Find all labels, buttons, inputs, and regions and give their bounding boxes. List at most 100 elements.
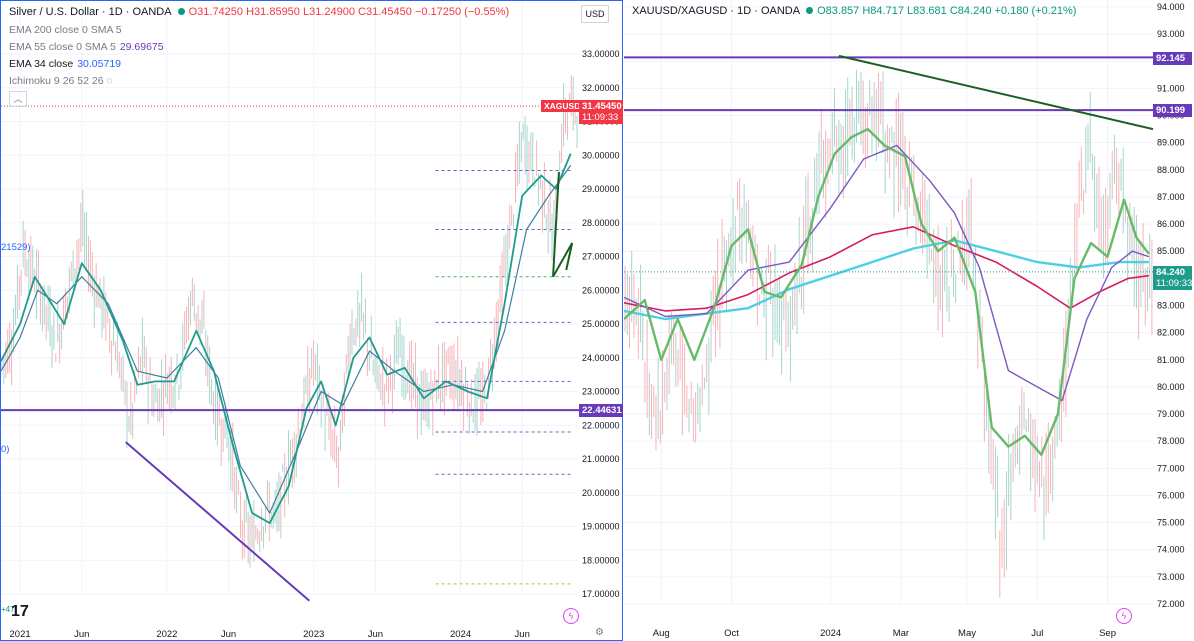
y-tick-label: 77.000 xyxy=(1157,463,1185,473)
y-tick-label: 26.00000 xyxy=(582,285,620,295)
y-tick-label: 85.000 xyxy=(1157,246,1185,256)
indicator-label: Ichimoku 9 26 52 26 xyxy=(9,75,104,87)
symbol-badge: XAGUSD xyxy=(541,100,584,112)
sma-mid-line xyxy=(624,144,1150,402)
y-tick-label: 29.00000 xyxy=(582,184,620,194)
x-tick-label: Jun xyxy=(515,629,530,640)
lightning-icon[interactable]: ϟ xyxy=(563,608,579,624)
y-tick-label: 23.00000 xyxy=(582,387,620,397)
y-tick-label: 86.000 xyxy=(1157,219,1185,229)
trendline xyxy=(125,441,310,602)
y-tick-label: 75.000 xyxy=(1157,518,1185,528)
x-tick-label: Jun xyxy=(221,629,236,640)
indicator-ema34[interactable]: EMA 34 close 30.05719 xyxy=(9,58,121,70)
y-tick-label: 28.00000 xyxy=(582,218,620,228)
y-tick-label: 32.00000 xyxy=(582,83,620,93)
ratio-last-price-badge: 84.240 11:09:33 xyxy=(1153,266,1192,290)
ratio-symbol[interactable]: XAUUSD/XAGUSD · 1D · OANDA xyxy=(632,5,801,17)
countdown-timer: 11:09:33 xyxy=(582,112,619,123)
eye-off-icon[interactable]: ◌ xyxy=(106,75,113,87)
lightning-icon[interactable]: ϟ xyxy=(1116,608,1132,624)
y-tick-label: 19.00000 xyxy=(582,522,620,532)
x-tick-label: 2021 xyxy=(10,629,31,640)
sma-fast-line xyxy=(624,127,1150,456)
y-tick-label: 83.000 xyxy=(1157,301,1185,311)
x-tick-label: Oct xyxy=(724,628,739,639)
x-tick-label: 2022 xyxy=(156,629,177,640)
x-tick-label: May xyxy=(958,628,976,639)
level-badge-upper: 92.145 xyxy=(1153,52,1192,65)
currency-unit-button[interactable]: USD xyxy=(581,5,609,23)
y-tick-label: 72.000 xyxy=(1157,599,1185,609)
tradingview-logo: 17 xyxy=(11,603,29,620)
y-tick-label: 89.000 xyxy=(1157,138,1185,148)
collapse-legend-button[interactable]: ︿ xyxy=(9,91,27,107)
indicator-label: EMA 34 close xyxy=(9,58,74,70)
x-tick-label: 2023 xyxy=(303,629,324,640)
y-tick-label: 22.00000 xyxy=(582,420,620,430)
y-tick-label: 80.000 xyxy=(1157,382,1185,392)
y-tick-label: 81.000 xyxy=(1157,355,1185,365)
y-tick-label: 20.00000 xyxy=(582,488,620,498)
trendline xyxy=(552,242,573,278)
market-status-icon xyxy=(177,8,185,15)
settings-icon[interactable]: ⚙ xyxy=(595,627,604,638)
sma-slow-red-line xyxy=(624,226,1150,312)
trendline xyxy=(565,242,574,271)
y-tick-label: 24.00000 xyxy=(582,353,620,363)
y-tick-label: 88.000 xyxy=(1157,165,1185,175)
trendline xyxy=(552,172,560,277)
ratio-high: H84.717 xyxy=(862,5,904,17)
x-tick-label: Jul xyxy=(1031,628,1043,639)
y-tick-label: 27.00000 xyxy=(582,252,620,262)
x-tick-label: Aug xyxy=(653,628,670,639)
y-tick-label: 79.000 xyxy=(1157,409,1185,419)
ratio-chart-header: XAUUSD/XAGUSD · 1D · OANDA O83.857 H84.71… xyxy=(632,5,1076,17)
ratio-last-price-value: 84.240 xyxy=(1156,267,1186,278)
indicator-label: EMA 55 close 0 SMA 5 xyxy=(9,41,116,53)
ratio-open: O83.857 xyxy=(817,5,860,17)
y-tick-label: 76.000 xyxy=(1157,490,1185,500)
indicator-ema200[interactable]: EMA 200 close 0 SMA 5 xyxy=(9,24,122,36)
chevron-up-icon: ︿ xyxy=(13,94,23,104)
ratio-close: C84.240 xyxy=(949,5,992,17)
x-tick-label: 2024 xyxy=(820,628,841,639)
silver-change: −0.17250 (−0.55%) xyxy=(414,6,510,18)
gold-silver-ratio-chart[interactable]: 72.000 73.000 74.000 75.000 76.000 77.000 78.0… xyxy=(624,0,1194,641)
ratio-change: +0.180 (+0.21%) xyxy=(994,5,1077,17)
y-tick-label: 78.000 xyxy=(1157,436,1185,446)
y-tick-label: 30.00000 xyxy=(582,150,620,160)
silver-chart[interactable]: 17.00000 18.00000 19.00000 20.00000 21.00000… xyxy=(1,1,622,640)
trendline xyxy=(838,54,1154,131)
silver-chart-header: Silver / U.S. Dollar · 1D · OANDA O31.742… xyxy=(9,6,509,18)
x-tick-label: Jun xyxy=(368,629,383,640)
silver-low: L31.24900 xyxy=(302,6,355,18)
horizontal-level-badge: 22.44631 xyxy=(579,404,623,417)
x-tick-label: Jun xyxy=(74,629,89,640)
y-tick-label: 33.00000 xyxy=(582,49,620,59)
y-tick-label: 94.000 xyxy=(1157,2,1185,12)
edge-label-top: 21529) xyxy=(1,242,31,253)
market-status-icon xyxy=(806,7,814,14)
y-tick-label: 18.00000 xyxy=(582,555,620,565)
ratio-low: L83.681 xyxy=(907,5,947,17)
last-price-badge: 31.45450 11:09:33 xyxy=(579,100,623,124)
indicator-value: 29.69675 xyxy=(119,41,164,53)
y-tick-label: 91.000 xyxy=(1157,83,1185,93)
edge-label-bottom: 0) xyxy=(1,444,10,455)
silver-chart-pane[interactable]: 17.00000 18.00000 19.00000 20.00000 21.00000… xyxy=(0,0,623,641)
y-tick-label: 82.000 xyxy=(1157,328,1185,338)
y-tick-label: 17.00000 xyxy=(582,589,620,599)
indicator-ema55[interactable]: EMA 55 close 0 SMA 5 29.69675 xyxy=(9,41,164,53)
edge-label-tiny: +47 xyxy=(1,605,15,614)
sma-slow-cyan-line xyxy=(624,239,1149,321)
silver-symbol[interactable]: Silver / U.S. Dollar · 1D · OANDA xyxy=(9,6,172,18)
ratio-chart-pane[interactable]: 72.000 73.000 74.000 75.000 76.000 77.000 78.0… xyxy=(624,0,1194,641)
indicator-ichimoku[interactable]: Ichimoku 9 26 52 26 ◌ xyxy=(9,75,113,87)
y-tick-label: 21.00000 xyxy=(582,454,620,464)
x-tick-label: 2024 xyxy=(450,629,471,640)
y-tick-label: 73.000 xyxy=(1157,572,1185,582)
y-tick-label: 74.000 xyxy=(1157,545,1185,555)
silver-close: C31.45450 xyxy=(358,6,412,18)
silver-high: H31.85950 xyxy=(246,6,300,18)
